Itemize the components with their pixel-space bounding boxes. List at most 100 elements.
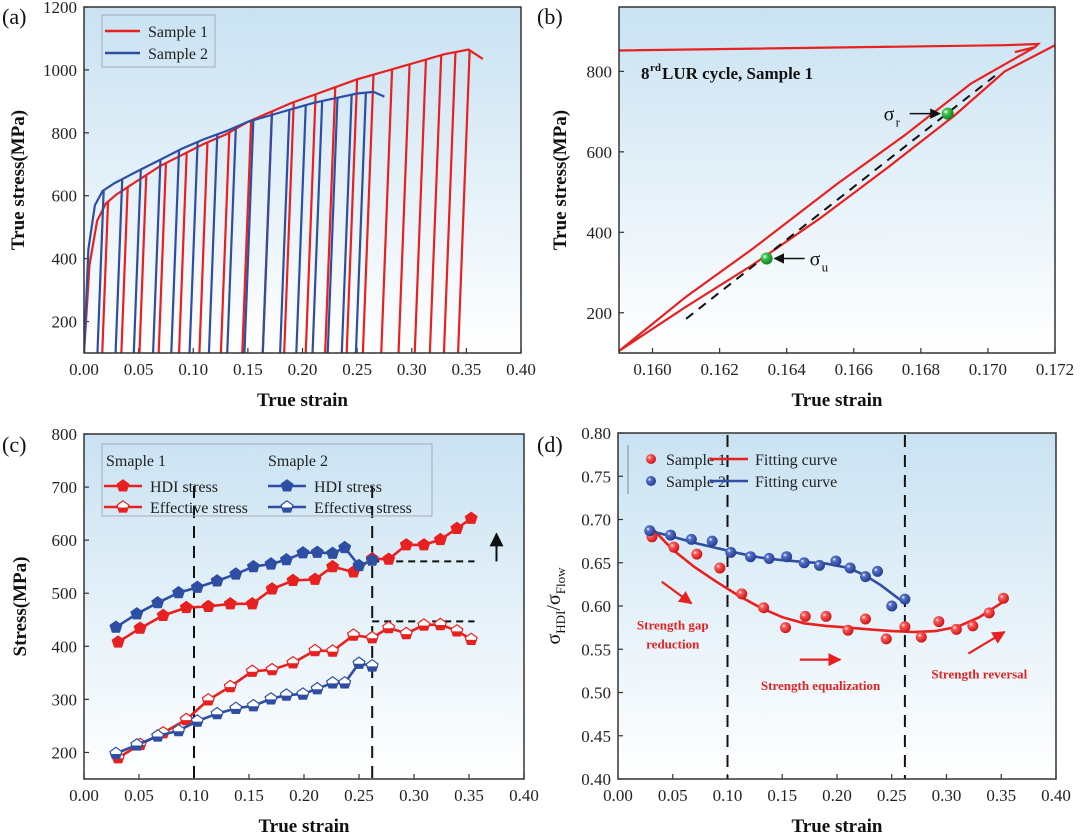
data-point	[464, 632, 478, 646]
x-tick-label: 0.172	[1036, 360, 1074, 379]
y-tick-label: 1000	[43, 61, 77, 80]
marker-fill	[211, 714, 223, 719]
series-2-unload-line	[226, 126, 237, 353]
series-1-unload-line	[456, 50, 471, 353]
x-tick-label: 0.10	[713, 786, 743, 805]
marker-fill	[326, 683, 339, 688]
marker-fill	[151, 736, 164, 741]
legend-label: Sample 1	[148, 24, 208, 41]
annotation-text: LUR cycle, Sample 1	[662, 64, 813, 83]
data-point	[223, 596, 237, 610]
y-tick-label: 800	[52, 425, 78, 444]
plot-area	[109, 486, 504, 779]
x-tick-label: 0.30	[932, 786, 962, 805]
legend-marker	[646, 454, 656, 464]
x-tick-label: 0.35	[986, 786, 1016, 805]
series-1-unload-line	[304, 94, 317, 353]
data-point	[399, 538, 413, 551]
data-point	[308, 572, 322, 585]
series-2-unload-line	[151, 159, 162, 353]
reloading-line	[619, 44, 1055, 352]
x-tick-label: 0.25	[342, 360, 372, 379]
data-point	[352, 656, 366, 669]
series-1-unload-line	[413, 59, 428, 353]
data-point	[338, 540, 352, 554]
data-point-blue	[744, 551, 756, 563]
data-point-red	[820, 610, 832, 622]
data-point	[201, 599, 215, 612]
data-point	[464, 511, 478, 524]
x-tick-label: 0.40	[506, 360, 536, 379]
data-point-blue	[886, 600, 898, 612]
series-1-unload-line	[219, 132, 231, 353]
marker-fill	[224, 687, 237, 692]
data-point	[229, 567, 243, 580]
series-2-unload-line	[340, 94, 353, 353]
series-2-unload-line	[243, 120, 255, 353]
data-point-red	[842, 624, 854, 636]
series-line-3	[115, 545, 373, 629]
marker-fill	[172, 731, 185, 736]
plot-frame	[83, 6, 522, 354]
data-point	[179, 712, 193, 726]
marker-fill	[465, 639, 478, 645]
data-point-blue	[725, 546, 737, 558]
x-tick-label: 0.05	[124, 786, 154, 805]
y-axis-title: Stress(MPa)	[10, 557, 31, 657]
marker-fill	[180, 720, 193, 725]
legend-label: Effective stress	[314, 500, 412, 517]
marker-fill	[191, 721, 204, 727]
series-1-unload-line	[442, 51, 457, 353]
x-tick-label: 0.40	[509, 786, 539, 805]
data-point	[365, 630, 379, 644]
trend-arrow-icon	[661, 580, 693, 605]
legend-group-1: Smaple 1	[106, 453, 166, 470]
marker-fill	[366, 666, 379, 671]
data-point-blue	[859, 571, 871, 583]
data-point	[130, 738, 144, 751]
series-2-unload-line	[170, 150, 181, 353]
data-point	[296, 546, 310, 559]
phase-annotation: reduction	[646, 636, 700, 651]
x-axis-title: True strain	[259, 816, 350, 835]
marker-fill	[311, 689, 324, 694]
data-point	[338, 675, 352, 689]
data-point	[326, 546, 340, 559]
data-point-red	[880, 633, 892, 645]
trend-arrow-icon	[967, 631, 1006, 655]
marker-fill	[418, 625, 430, 631]
y-tick-label: 0.40	[581, 770, 611, 789]
phase-annotation: Strength equalization	[761, 678, 881, 693]
data-point	[109, 620, 123, 633]
data-point	[346, 628, 361, 641]
marker-fill	[110, 754, 122, 759]
x-tick-label: 0.20	[822, 786, 852, 805]
data-point	[109, 746, 123, 760]
data-point-red	[714, 562, 726, 574]
data-point	[326, 559, 340, 573]
y-tick-label: 400	[52, 250, 78, 269]
data-point-blue	[665, 529, 677, 541]
data-point	[156, 608, 170, 621]
y-tick-label: 1200	[43, 0, 77, 17]
marker-fill	[246, 671, 259, 677]
y-tick-label: 200	[52, 313, 78, 332]
legend-marker	[646, 476, 656, 486]
data-point	[417, 538, 431, 551]
data-point	[325, 675, 340, 689]
data-point-red	[758, 602, 770, 614]
series-1-unload-line	[138, 175, 148, 353]
x-tick-label: 0.15	[767, 786, 797, 805]
data-point	[450, 521, 464, 534]
data-point-blue	[763, 552, 775, 564]
data-point-red	[933, 616, 945, 628]
linear-fit-line	[685, 72, 999, 320]
y-tick-label: 300	[52, 690, 78, 709]
data-point	[265, 582, 279, 595]
series-2-unload-line	[188, 141, 199, 353]
legend-label: Sample 1	[666, 452, 726, 469]
data-point	[433, 617, 448, 631]
data-point	[352, 558, 366, 572]
